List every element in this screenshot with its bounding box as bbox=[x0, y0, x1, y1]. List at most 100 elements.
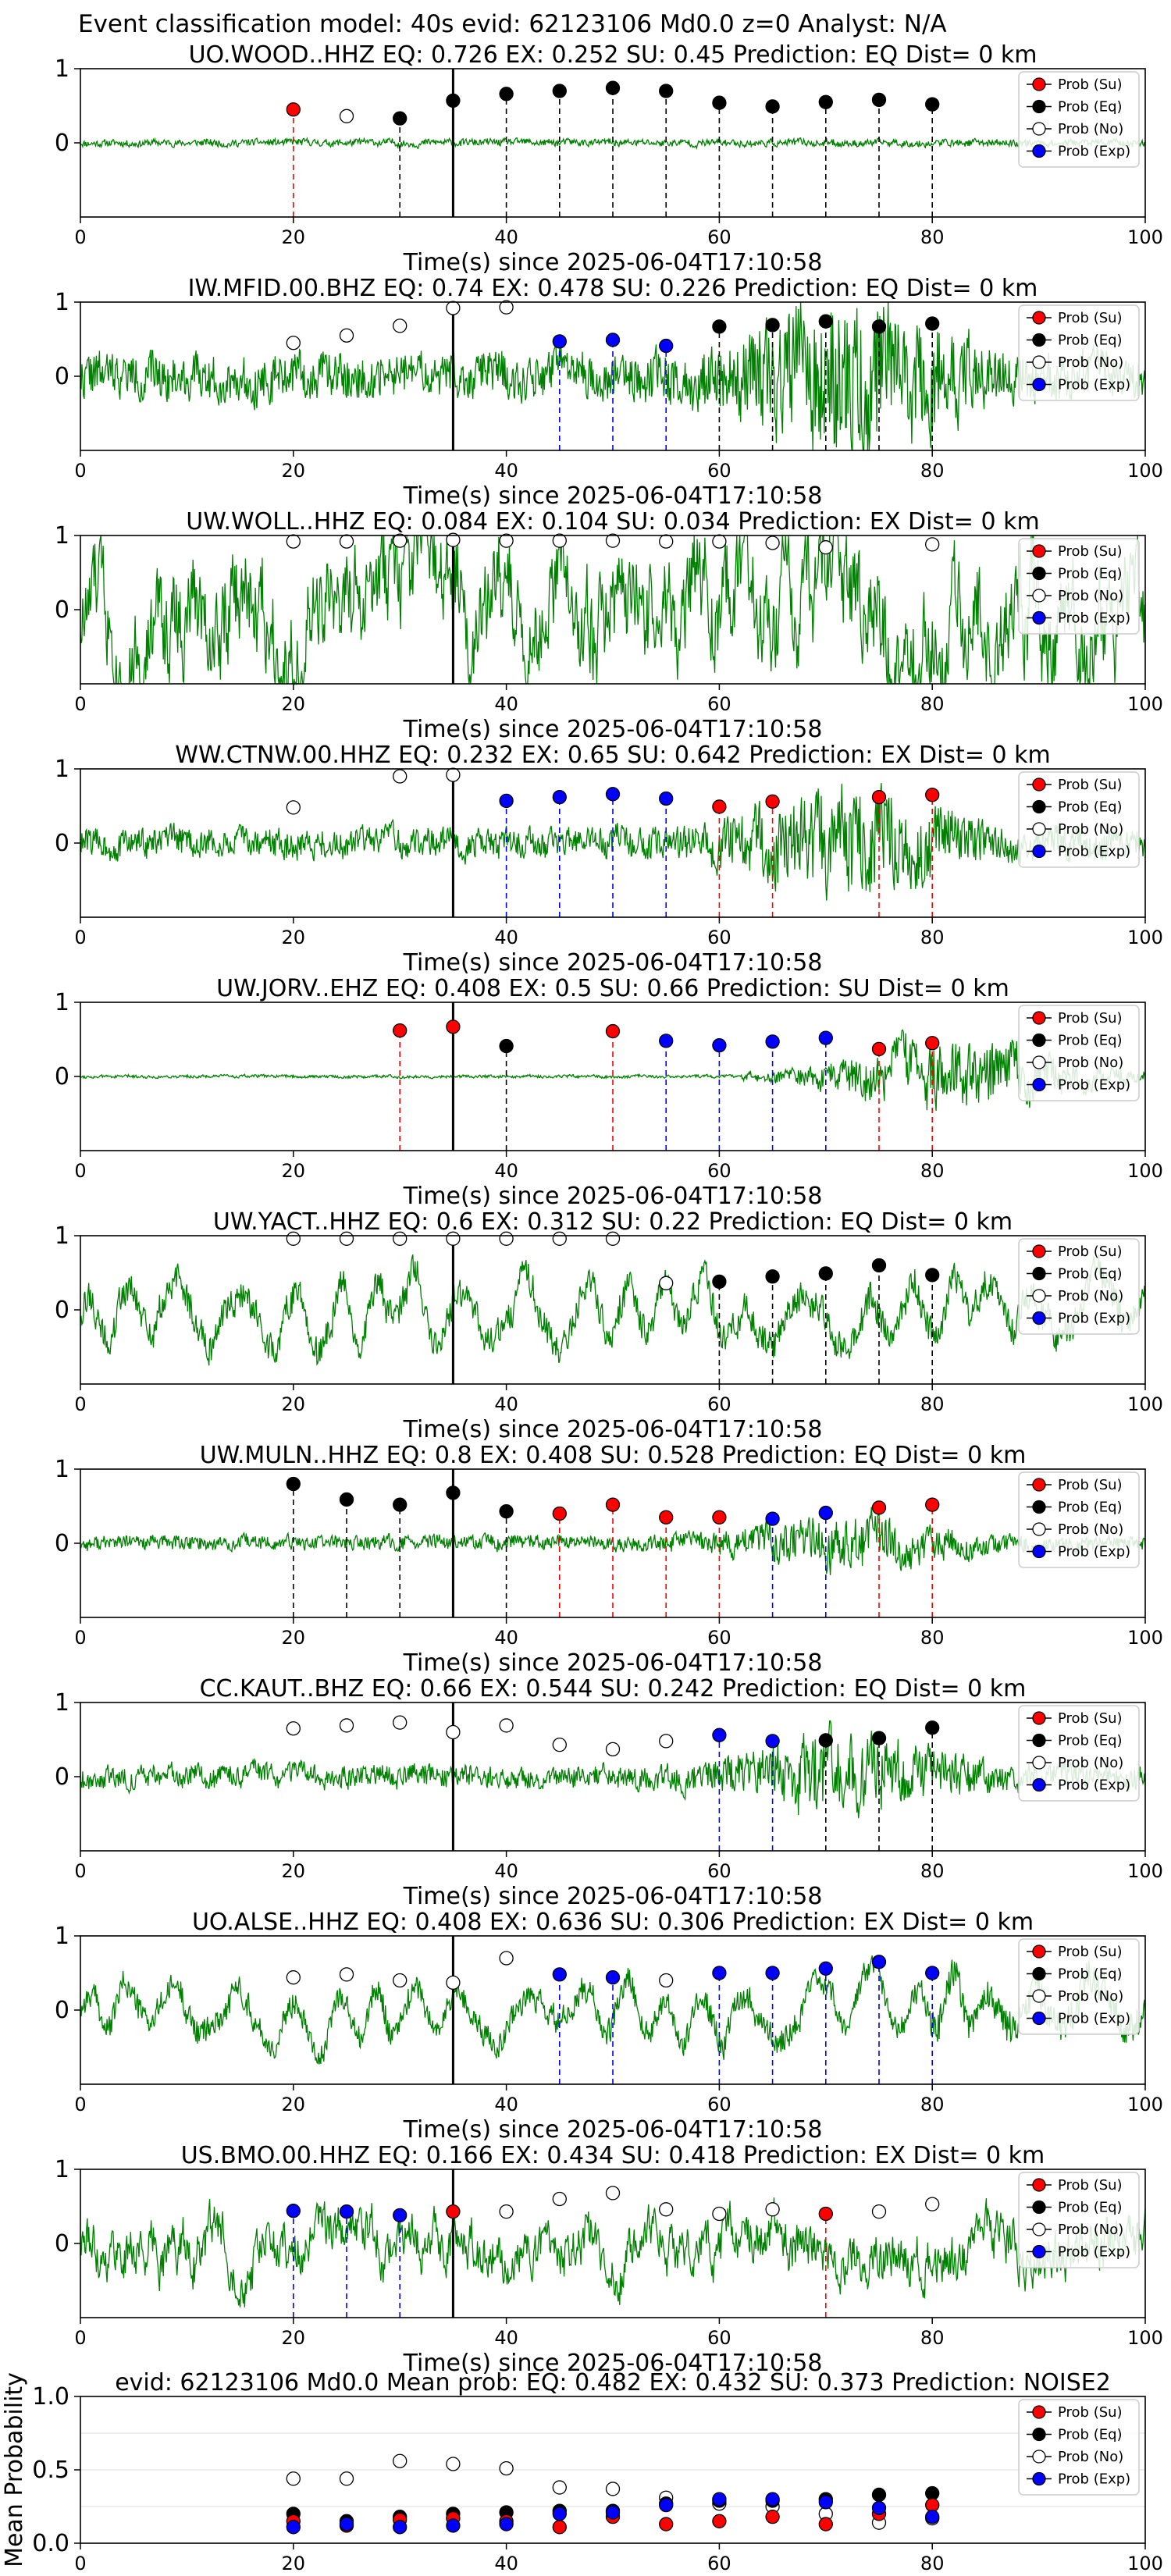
prob-marker-no bbox=[659, 2202, 674, 2217]
legend-marker-su bbox=[1032, 1711, 1046, 1725]
prob-marker-no bbox=[552, 533, 567, 548]
prob-marker-no bbox=[925, 2197, 940, 2211]
legend-marker-eq bbox=[1032, 333, 1046, 347]
prob-marker-no bbox=[552, 1737, 567, 1752]
x-tick-label: 40 bbox=[494, 1860, 518, 1882]
legend-marker-su bbox=[1032, 2178, 1046, 2192]
prob-marker-exp bbox=[339, 2517, 354, 2532]
x-tick-label: 80 bbox=[920, 1160, 945, 1182]
station-panel: 0 20 40 60 80 100 0 1 UO.WOOD..HHZ EQ: 0.726 EX:… bbox=[55, 41, 1163, 276]
prob-marker-su bbox=[818, 2206, 833, 2222]
y-tick-label: 0 bbox=[55, 130, 69, 157]
legend-marker-exp bbox=[1032, 144, 1046, 158]
prob-marker-eq bbox=[659, 84, 674, 98]
x-tick-label: 0 bbox=[74, 460, 86, 482]
prob-marker-no bbox=[446, 2457, 461, 2471]
prob-marker-su bbox=[871, 1500, 887, 1515]
legend-marker-exp bbox=[1032, 844, 1046, 859]
x-tick-label: 0 bbox=[74, 1160, 86, 1182]
prob-marker-eq bbox=[925, 316, 940, 331]
legend-marker-exp bbox=[1032, 610, 1046, 625]
legend-marker-no bbox=[1032, 1055, 1046, 1069]
legend-label-no: Prob (No) bbox=[1058, 1288, 1123, 1304]
panel-title: WW.CTNW.00.HHZ EQ: 0.232 EX: 0.65 SU: 0.… bbox=[175, 742, 1050, 769]
panel-title: evid: 62123106 Md0.0 Mean prob: EQ: 0.48… bbox=[115, 2369, 1111, 2396]
x-tick-label: 60 bbox=[707, 1393, 731, 1415]
prob-marker-no bbox=[393, 318, 408, 333]
prob-marker-su bbox=[446, 1019, 461, 1034]
legend-label-no: Prob (No) bbox=[1058, 1521, 1123, 1538]
x-tick-label: 100 bbox=[1127, 927, 1163, 948]
waveform-trace bbox=[80, 783, 1146, 901]
prob-marker-no bbox=[499, 533, 514, 548]
prob-marker-exp bbox=[765, 1511, 780, 1526]
prob-marker-no bbox=[925, 537, 940, 552]
x-tick-label: 100 bbox=[1127, 2327, 1163, 2349]
legend-label-eq: Prob (Eq) bbox=[1058, 1033, 1123, 1049]
prob-marker-exp bbox=[818, 1030, 833, 1045]
prob-marker-exp bbox=[552, 1967, 567, 1982]
prob-marker-exp bbox=[393, 2520, 408, 2535]
y-tick-label: 0 bbox=[55, 1763, 69, 1791]
legend-marker-no bbox=[1032, 2450, 1046, 2464]
prob-marker-exp bbox=[446, 2518, 461, 2533]
prob-marker-exp bbox=[605, 1970, 621, 1985]
x-tick-label: 100 bbox=[1127, 1393, 1163, 1415]
prob-marker-eq bbox=[712, 1274, 727, 1290]
prob-marker-exp bbox=[659, 791, 674, 806]
legend-label-eq: Prob (Eq) bbox=[1058, 99, 1123, 116]
legend-marker-su bbox=[1032, 77, 1046, 91]
legend-marker-su bbox=[1032, 1478, 1046, 1492]
prob-marker-exp bbox=[552, 334, 567, 349]
y-tick-label: 0.0 bbox=[32, 2530, 69, 2557]
legend-marker-su bbox=[1032, 777, 1046, 792]
legend-label-su: Prob (Su) bbox=[1058, 1710, 1123, 1727]
x-tick-label: 60 bbox=[707, 2553, 731, 2574]
legend-marker-exp bbox=[1032, 2471, 1046, 2486]
legend-frame bbox=[1018, 1471, 1140, 1568]
prob-marker-no bbox=[659, 1276, 674, 1290]
prob-marker-no bbox=[765, 2202, 780, 2217]
prob-marker-no bbox=[552, 2191, 567, 2207]
x-tick-label: 80 bbox=[920, 1393, 945, 1415]
x-axis-label: Time(s) since 2025-06-04T17:10:58 bbox=[403, 482, 823, 510]
prob-marker-exp bbox=[499, 2517, 514, 2532]
prob-marker-su bbox=[765, 794, 780, 809]
x-tick-label: 0 bbox=[74, 1393, 86, 1415]
x-tick-label: 100 bbox=[1127, 2553, 1163, 2574]
prob-marker-exp bbox=[871, 2500, 887, 2516]
legend-marker-su bbox=[1032, 1244, 1046, 1258]
legend: Prob (Su) Prob (Eq) Prob (No) Prob (Exp) bbox=[1018, 538, 1140, 635]
prob-marker-exp bbox=[712, 1727, 727, 1742]
legend-frame bbox=[1018, 71, 1140, 168]
x-tick-label: 40 bbox=[494, 2327, 518, 2349]
station-panel: 0 20 40 60 80 100 0 1 UO.ALSE..HHZ EQ: 0.408 EX:… bbox=[55, 1909, 1163, 2144]
prob-marker-eq bbox=[712, 319, 727, 334]
legend-label-su: Prob (Su) bbox=[1058, 2404, 1123, 2421]
legend-marker-su bbox=[1032, 1944, 1046, 1959]
prob-marker-su bbox=[393, 1023, 408, 1038]
legend-label-no: Prob (No) bbox=[1058, 354, 1123, 371]
prob-marker-eq bbox=[871, 1258, 887, 1273]
legend: Prob (Su) Prob (Eq) Prob (No) Prob (Exp) bbox=[1018, 71, 1140, 168]
prob-marker-no bbox=[446, 1975, 461, 1991]
legend-label-eq: Prob (Eq) bbox=[1058, 566, 1123, 582]
prob-marker-eq bbox=[552, 84, 567, 98]
prob-marker-no bbox=[393, 1973, 408, 1988]
prob-marker-exp bbox=[765, 1734, 780, 1749]
legend: Prob (Su) Prob (Eq) Prob (No) Prob (Exp) bbox=[1018, 1238, 1140, 1335]
prob-marker-eq bbox=[446, 93, 461, 109]
legend-marker-no bbox=[1032, 122, 1046, 136]
prob-marker-eq bbox=[499, 1504, 514, 1519]
legend-marker-no bbox=[1032, 1989, 1046, 2003]
x-tick-label: 80 bbox=[920, 226, 945, 248]
prob-marker-no bbox=[286, 1721, 301, 1736]
legend-marker-exp bbox=[1032, 1311, 1046, 1325]
station-panel: 0 20 40 60 80 100 0 1 CC.KAUT..BHZ EQ: 0.66 EX: … bbox=[55, 1675, 1163, 1910]
prob-marker-eq bbox=[765, 99, 780, 114]
prob-marker-exp bbox=[765, 1034, 780, 1049]
legend-marker-no bbox=[1032, 355, 1046, 369]
prob-marker-eq bbox=[925, 1268, 940, 1283]
legend: Prob (Su) Prob (Eq) Prob (No) Prob (Exp) bbox=[1018, 771, 1140, 868]
legend-label-exp: Prob (Exp) bbox=[1058, 844, 1130, 860]
